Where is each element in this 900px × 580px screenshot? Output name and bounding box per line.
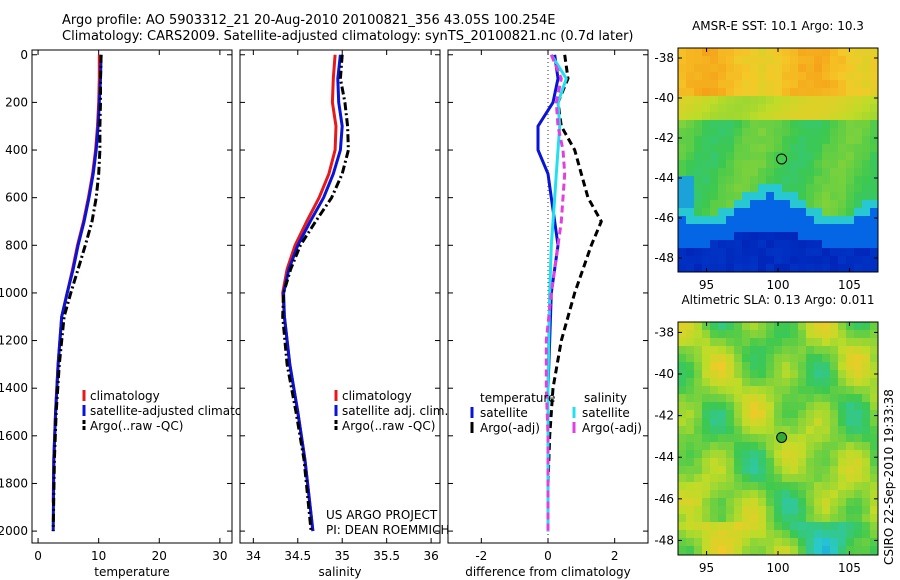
map-field-sla_map — [678, 322, 878, 555]
y-tick-label: 1000 — [0, 286, 28, 300]
figure-title-line1: Argo profile: AO 5903312_21 20-Aug-2010 … — [62, 13, 556, 28]
plot-frame-temperature — [31, 49, 233, 544]
map-x-tick-label: 95 — [699, 561, 714, 575]
legend-group-title: temperature — [480, 391, 555, 405]
x-tick-label: 0 — [544, 549, 552, 563]
x-tick-label: 2 — [611, 549, 619, 563]
y-tick-label: 800 — [5, 238, 28, 252]
project-credit: US ARGO PROJECT — [326, 508, 438, 522]
map-y-tick-label: -44 — [654, 171, 674, 185]
x-tick-label: 0 — [34, 549, 42, 563]
x-tick-label: 36 — [423, 549, 438, 563]
panel-salinity: 34 34.5 35 35.5 36 salinity climatologysatelli… — [239, 49, 448, 579]
legend-entry: climatology — [342, 389, 412, 403]
map-y-tick-label: -48 — [654, 533, 674, 547]
y-tick-label: 1400 — [0, 381, 28, 395]
panel-sst_map: AMSR-E SST: 10.1 Argo: 10.3 95 100 105 -38 -4… — [654, 19, 879, 292]
series-line-satellite-adj-clim- — [282, 54, 344, 532]
x-tick-label: 10 — [91, 549, 106, 563]
x-tick-label: 35.5 — [373, 549, 400, 563]
map-field-sst_map — [678, 48, 878, 272]
x-tick-label: 34.5 — [284, 549, 311, 563]
map-x-tick-label: 95 — [699, 278, 714, 292]
figure-title-line2: Climatology: CARS2009. Satellite-adjuste… — [62, 29, 634, 44]
x-axis-label: salinity — [318, 565, 361, 579]
x-tick-label: 30 — [212, 549, 227, 563]
y-tick-label: 1200 — [0, 334, 28, 348]
panel-difference: -2 0 2 difference from climatology temperatu… — [447, 49, 649, 579]
project-credit: PI: DEAN ROEMMICH — [326, 523, 449, 537]
map-y-tick-label: -38 — [654, 325, 674, 339]
argo-float-marker — [776, 431, 788, 443]
y-tick-label: 1800 — [0, 476, 28, 490]
map-title: AMSR-E SST: 10.1 Argo: 10.3 — [692, 19, 864, 33]
panel-temperature: 0 10 20 30 0 200 400 600 800 1000 1200 1400 1600 1800… — [0, 48, 268, 579]
map-y-tick-label: -46 — [654, 211, 674, 225]
x-axis-label: temperature — [94, 565, 169, 579]
legend-entry: Argo(-adj) — [582, 421, 642, 435]
map-x-tick-label: 100 — [767, 278, 790, 292]
map-title: Altimetric SLA: 0.13 Argo: 0.011 — [681, 293, 874, 307]
legend-entry: satellite — [582, 406, 630, 420]
y-tick-label: 200 — [5, 95, 28, 109]
legend-entry: Argo(-adj) — [480, 421, 540, 435]
series-line-argo-raw-qc- — [51, 54, 103, 532]
map-y-tick-label: -40 — [654, 367, 674, 381]
creation-stamp: CSIRO 22-Sep-2010 19:33:38 — [882, 389, 896, 565]
map-y-tick-label: -48 — [654, 251, 674, 265]
legend-group-title: salinity — [584, 391, 627, 405]
plot-frame-salinity — [239, 49, 441, 544]
map-x-tick-label: 105 — [838, 561, 861, 575]
map-y-tick-label: -42 — [654, 409, 674, 423]
legend-entry: satellite adj. clim. — [342, 404, 448, 418]
map-y-tick-label: -42 — [654, 131, 674, 145]
map-y-tick-label: -38 — [654, 51, 674, 65]
map-y-tick-label: -46 — [654, 492, 674, 506]
x-tick-label: 20 — [152, 549, 167, 563]
map-y-tick-label: -40 — [654, 91, 674, 105]
map-x-tick-label: 105 — [838, 278, 861, 292]
y-tick-label: 0 — [20, 48, 28, 62]
x-axis-label: difference from climatology — [465, 565, 631, 579]
x-tick-label: 34 — [246, 549, 261, 563]
argo-float-marker — [776, 153, 788, 165]
x-tick-label: 35 — [335, 549, 350, 563]
legend-entry: Argo(..raw -QC) — [90, 419, 183, 433]
series-line-argo-raw-qc- — [281, 54, 350, 532]
series-line-argo-adj- — [544, 54, 567, 532]
y-tick-label: 600 — [5, 191, 28, 205]
legend-entry: satellite — [480, 406, 528, 420]
y-tick-label: 2000 — [0, 524, 28, 538]
y-tick-label: 400 — [5, 143, 28, 157]
legend-entry: Argo(..raw -QC) — [342, 419, 435, 433]
map-y-tick-label: -44 — [654, 450, 674, 464]
legend-entry: satellite-adjusted climatology — [90, 404, 268, 418]
panel-sla_map: Altimetric SLA: 0.13 Argo: 0.011 95 100 105… — [654, 293, 879, 575]
legend-entry: climatology — [90, 389, 160, 403]
x-tick-label: -2 — [475, 549, 487, 563]
y-tick-label: 1600 — [0, 429, 28, 443]
map-x-tick-label: 100 — [767, 561, 790, 575]
